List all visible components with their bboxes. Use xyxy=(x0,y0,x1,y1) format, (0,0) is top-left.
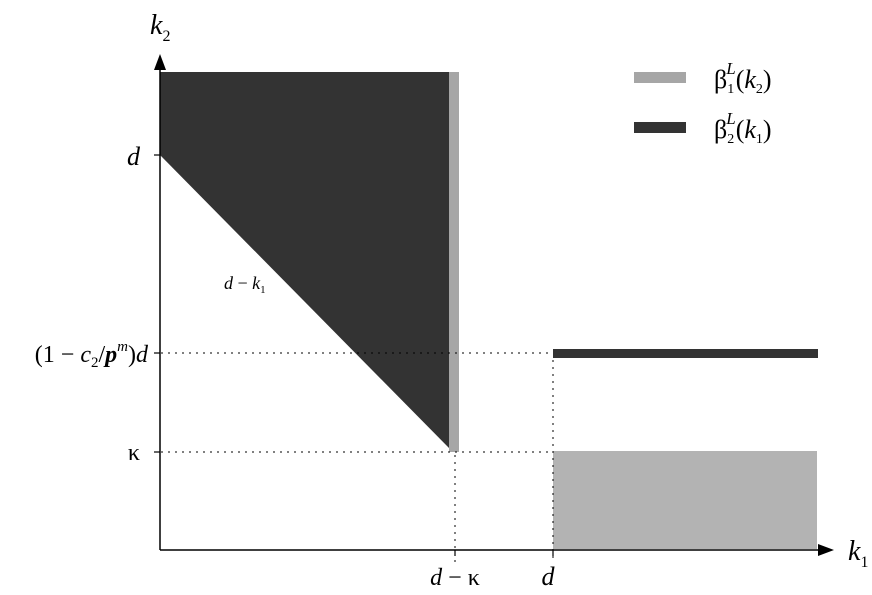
y-axis-arrow-icon xyxy=(154,54,166,70)
legend-label-beta2: β2L(k1) xyxy=(714,109,772,147)
x-tick-d: d xyxy=(542,562,556,591)
x-axis-arrow-icon xyxy=(818,544,834,556)
y-tick-d: d xyxy=(127,142,141,171)
dark-region-beta2 xyxy=(160,72,449,448)
y-tick-kappa: κ xyxy=(128,440,140,466)
y-axis-label: k2 xyxy=(150,10,170,45)
y-tick-threshold: (1 − c2/pm)d xyxy=(35,339,149,371)
tick-marks xyxy=(154,154,554,556)
legend-swatch-beta1 xyxy=(634,72,686,83)
legend: β1L(k2) β2L(k1) xyxy=(634,59,772,147)
light-region-beta1 xyxy=(553,451,817,549)
dark-horizontal-bar-beta2 xyxy=(553,349,818,358)
guide-lines xyxy=(161,352,554,562)
x-tick-d-minus-kappa: d − κ xyxy=(430,565,480,591)
light-vertical-bar-beta1 xyxy=(449,72,459,452)
legend-swatch-beta2 xyxy=(634,122,686,133)
diagonal-label: d − k1 xyxy=(224,273,266,296)
axes xyxy=(159,68,822,551)
x-axis-label: k1 xyxy=(848,536,868,571)
legend-label-beta1: β1L(k2) xyxy=(714,59,772,97)
